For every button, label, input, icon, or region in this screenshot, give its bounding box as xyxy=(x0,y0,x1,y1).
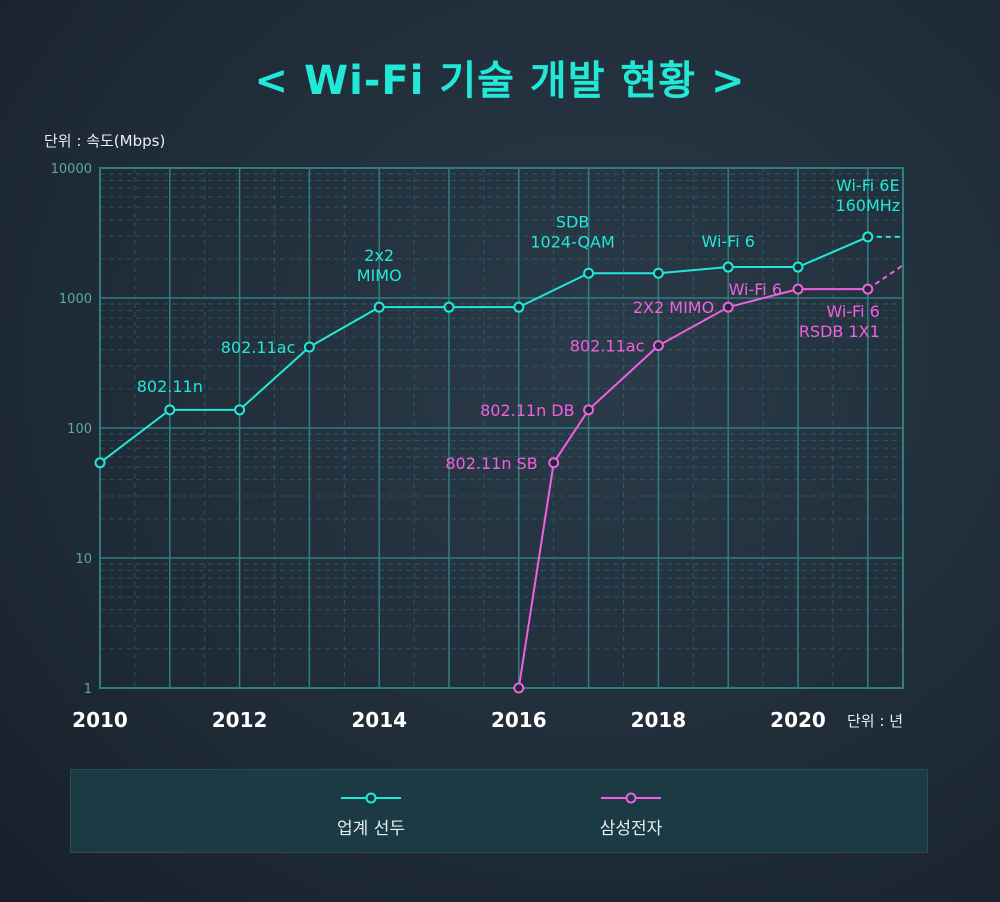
x-tick-label: 2012 xyxy=(212,708,268,732)
series-0: 802.11n 802.11ac 2x2 MIMO SDB 1024-QAM Wi-Fi 6… xyxy=(94,176,903,469)
data-point xyxy=(548,457,560,469)
data-point xyxy=(234,404,246,416)
data-point xyxy=(513,301,525,313)
legend-label-samsung: 삼성전자 xyxy=(599,819,663,839)
data-point xyxy=(94,457,106,469)
data-label: 802.11n DB xyxy=(480,401,575,420)
data-label: Wi-Fi 6 xyxy=(729,280,782,299)
legend-swatch-industry xyxy=(341,792,401,804)
x-axis-unit-label: 단위 : 년 xyxy=(847,712,903,730)
data-label: 802.11ac xyxy=(221,338,296,357)
data-point xyxy=(513,682,525,694)
data-label: Wi-Fi 6 RSDB 1X1 xyxy=(799,302,880,341)
data-point xyxy=(792,261,804,273)
data-label: 2X2 MIMO xyxy=(633,298,714,317)
legend-swatch-samsung xyxy=(601,792,661,804)
y-tick-label: 100 xyxy=(67,422,92,437)
data-point xyxy=(443,301,455,313)
y-axis-unit-label: 단위 : 속도(Mbps) xyxy=(44,132,166,150)
legend-item-industry: 업계 선두 xyxy=(271,770,471,854)
data-point xyxy=(652,267,664,279)
x-tick-label: 2018 xyxy=(631,708,687,732)
data-point xyxy=(164,404,176,416)
y-tick-label: 10000 xyxy=(51,162,92,177)
data-point xyxy=(303,341,315,353)
legend-label-industry: 업계 선두 xyxy=(337,819,405,839)
data-point xyxy=(862,283,874,295)
data-label: Wi-Fi 6E 160MHz xyxy=(835,176,900,215)
x-tick-label: 2020 xyxy=(770,708,826,732)
legend-item-samsung: 삼성전자 xyxy=(531,770,731,854)
x-tick-label: 2010 xyxy=(72,708,128,732)
data-label: 2x2 MIMO xyxy=(357,246,402,285)
data-label: Wi-Fi 6 xyxy=(701,232,754,251)
data-point xyxy=(722,261,734,273)
y-tick-label: 1000 xyxy=(59,292,92,307)
legend: 업계 선두 삼성전자 xyxy=(70,769,928,853)
y-tick-label: 1 xyxy=(84,682,92,697)
chart-title: < Wi-Fi 기술 개발 현황 > xyxy=(254,58,746,104)
data-label: 802.11n SB xyxy=(445,454,537,473)
y-tick-label: 10 xyxy=(75,552,92,567)
grid xyxy=(99,167,904,689)
data-label: 802.11n xyxy=(137,377,203,396)
series-1: 802.11n SB 802.11n DB 802.11ac 2X2 MIMO Wi-F… xyxy=(445,264,904,694)
data-point xyxy=(652,340,664,352)
data-point xyxy=(373,301,385,313)
series-line-0 xyxy=(99,236,869,464)
data-point xyxy=(583,267,595,279)
data-point xyxy=(722,301,734,313)
x-tick-label: 2014 xyxy=(351,708,407,732)
data-label: 802.11ac xyxy=(570,337,645,356)
data-label: SDB 1024-QAM xyxy=(530,212,614,251)
data-point xyxy=(583,404,595,416)
data-point xyxy=(862,231,874,243)
series-projection-1 xyxy=(867,264,904,290)
x-tick-label: 2016 xyxy=(491,708,547,732)
data-point xyxy=(792,283,804,295)
